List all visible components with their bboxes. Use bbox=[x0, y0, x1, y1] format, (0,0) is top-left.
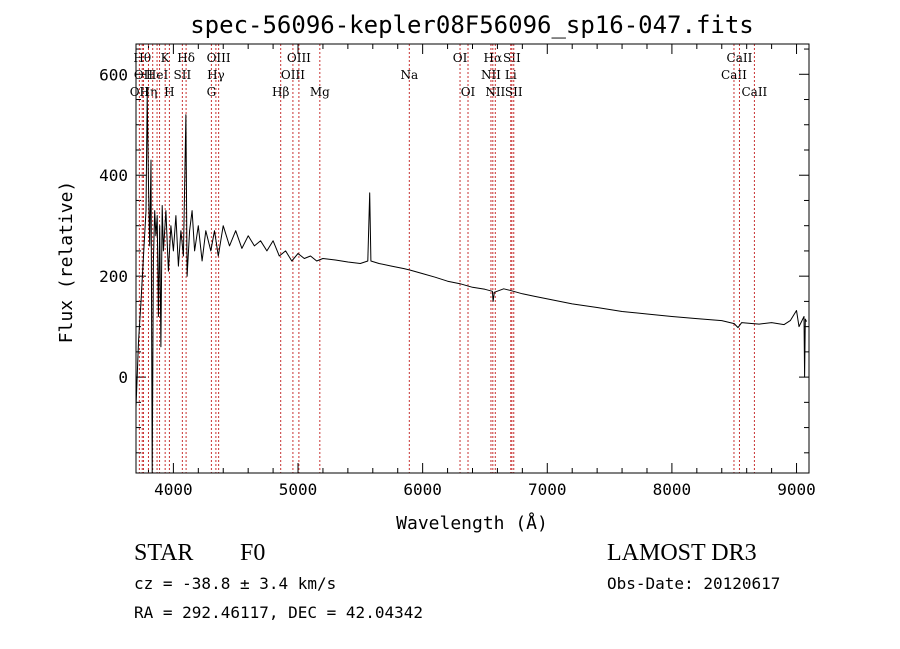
redshift-readout: cz = -38.8 ± 3.4 km/s bbox=[134, 574, 337, 593]
spectral-line-label: SII bbox=[505, 85, 523, 99]
x-tick-label: 4000 bbox=[154, 480, 193, 499]
spectral-line-label: OII bbox=[134, 68, 154, 82]
spectral-line-label: Hγ bbox=[207, 68, 225, 82]
spectral-line-label: K bbox=[161, 51, 171, 65]
spectral-line-label: H bbox=[164, 85, 174, 99]
spectral-line-label: SII bbox=[503, 51, 521, 65]
y-tick-label: 0 bbox=[118, 368, 128, 387]
spectral-line-label: Hδ bbox=[177, 51, 195, 65]
spectral-line-label: Hη bbox=[140, 85, 158, 99]
spectral-line-label: OIII bbox=[207, 51, 231, 65]
spectral-line-label: SII bbox=[174, 68, 192, 82]
spectral-line-label: NII bbox=[481, 68, 501, 82]
spectral-line-label: Li bbox=[505, 68, 517, 82]
survey-name: LAMOST DR3 bbox=[607, 540, 757, 566]
spectral-line-label: Hθ bbox=[133, 51, 151, 65]
flux-series-line bbox=[135, 94, 807, 474]
plot-frame bbox=[135, 43, 810, 474]
spectral-line-label: Na bbox=[400, 68, 418, 82]
x-tick-label: 8000 bbox=[653, 480, 692, 499]
y-tick-label: 400 bbox=[99, 166, 128, 185]
x-tick-label: 5000 bbox=[279, 480, 318, 499]
y-axis-label: Flux (relative) bbox=[56, 181, 77, 344]
spectral-line-label: HeI bbox=[146, 68, 169, 82]
spectral-line-label: OIII bbox=[287, 51, 311, 65]
y-tick-label: 600 bbox=[99, 65, 128, 84]
x-tick-label: 9000 bbox=[777, 480, 816, 499]
x-tick-label: 7000 bbox=[528, 480, 567, 499]
spectral-line-label: Hα bbox=[484, 51, 503, 65]
spectral-line-label: Mg bbox=[310, 85, 330, 99]
spectral-line-label: OI bbox=[461, 85, 476, 99]
spectral-line-label: OII bbox=[130, 85, 150, 99]
spectral-line-label: CaII bbox=[741, 85, 767, 99]
chart-title: spec-56096-kepler08F56096_sp16-047.fits bbox=[190, 11, 754, 39]
y-tick-label: 200 bbox=[99, 267, 128, 286]
coordinates-readout: RA = 292.46117, DEC = 42.04342 bbox=[134, 603, 423, 622]
spectral-line-label: OI bbox=[453, 51, 468, 65]
x-axis-label: Wavelength (Å) bbox=[396, 512, 548, 534]
object-subclass: F0 bbox=[240, 540, 266, 566]
spectral-line-label: OIII bbox=[281, 68, 305, 82]
spectral-line-label: CaII bbox=[721, 68, 747, 82]
object-class: STAR bbox=[134, 540, 194, 566]
spectral-line-label: Hβ bbox=[272, 85, 289, 99]
spectral-line-label: NII bbox=[485, 85, 505, 99]
x-tick-label: 6000 bbox=[403, 480, 442, 499]
spectral-line-label: CaII bbox=[727, 51, 753, 65]
spectral-line-label: G bbox=[207, 85, 217, 99]
observation-date: Obs-Date: 20120617 bbox=[607, 574, 781, 593]
